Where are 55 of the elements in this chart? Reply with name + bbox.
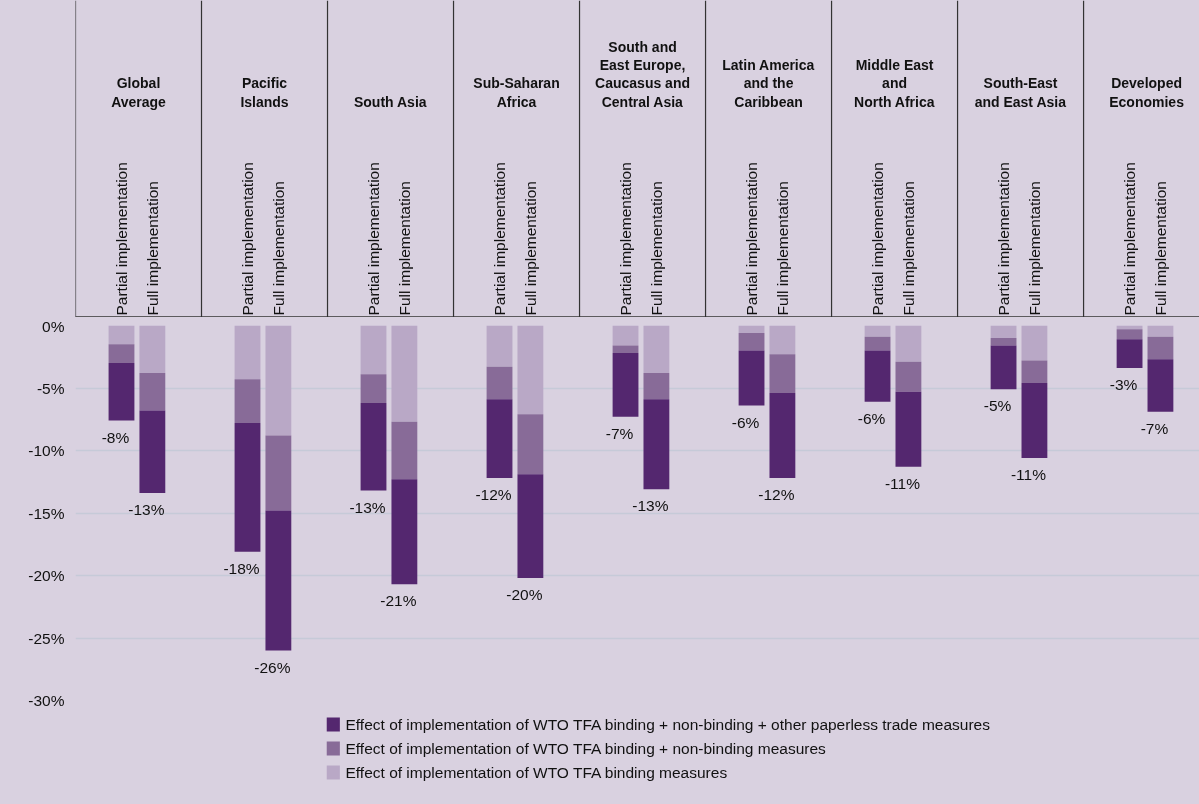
y-tick-label: -10% (28, 442, 65, 459)
total-label: -8% (101, 428, 130, 446)
text: South and East Europe, Caucasus and Central Asia (595, 38, 691, 110)
total-label: -21% (380, 592, 417, 610)
text: South-East and East Asia (974, 75, 1067, 110)
text: Pacific Islands (240, 75, 289, 110)
x-tick-label: Partial implementation (995, 162, 1013, 316)
x-tick-label: Full implementation (269, 181, 287, 316)
x-tick-label: Partial implementation (112, 162, 130, 316)
x-tick-label: Full implementation (1025, 181, 1043, 316)
total-label: -6% (731, 413, 760, 431)
total-label: -11% (1010, 466, 1047, 483)
total-label: -12% (758, 486, 795, 503)
total-label: -13% (632, 497, 669, 515)
total-label: -12% (475, 486, 512, 503)
text: Latin America and the Caribbean (722, 57, 815, 110)
x-tick-label: Full implementation (395, 181, 413, 316)
text: Sub-Saharan Africa (473, 75, 560, 110)
legend-label: Effect of implementation of WTO TFA binding + non-binding + other paperless trade measures (345, 716, 991, 733)
x-tick-label: Full implementation (647, 181, 665, 316)
text: Middle East and North Africa (854, 57, 935, 110)
total-label: -26% (254, 658, 291, 676)
x-tick-label: Full implementation (1151, 181, 1169, 316)
total-label: -13% (128, 501, 165, 518)
x-tick-label: Partial implementation (869, 162, 887, 316)
total-label: -7% (605, 424, 634, 442)
total-label: -13% (349, 498, 386, 516)
legend-label: Effect of implementation of WTO TFA binding measures (345, 764, 728, 781)
y-tick-label: -15% (28, 504, 65, 522)
x-tick-label: Partial implementation (743, 162, 761, 316)
total-label: -7% (1140, 419, 1169, 437)
x-tick-label: Partial implementation (239, 162, 256, 316)
total-label: -5% (983, 397, 1012, 415)
legend-label: Effect of implementation of WTO TFA binding + non-binding measures (345, 740, 827, 757)
total-label: -20% (506, 586, 543, 603)
x-tick-label: Partial implementation (365, 162, 383, 316)
x-tick-label: Partial implementation (617, 162, 635, 316)
total-label: -11% (884, 474, 921, 492)
x-tick-label: Partial implementation (491, 162, 509, 316)
total-label: -18% (223, 559, 260, 577)
y-tick-label: -30% (28, 692, 65, 709)
x-tick-label: Full implementation (899, 181, 917, 316)
x-tick-label: Full implementation (521, 181, 539, 316)
x-tick-label: Full implementation (773, 181, 791, 316)
total-label: -3% (1109, 376, 1138, 393)
y-tick-label: -5% (36, 379, 65, 397)
y-tick-label: -25% (28, 629, 65, 647)
y-tick-label: -20% (28, 567, 65, 584)
x-tick-label: Full implementation (143, 181, 161, 316)
y-tick-label: 0% (42, 317, 65, 335)
x-tick-label: Partial implementation (1121, 162, 1139, 316)
total-label: -6% (857, 409, 886, 427)
text: Developed Economies (1109, 75, 1185, 110)
text: South Asia (353, 93, 427, 110)
text: Global Average (111, 75, 167, 110)
